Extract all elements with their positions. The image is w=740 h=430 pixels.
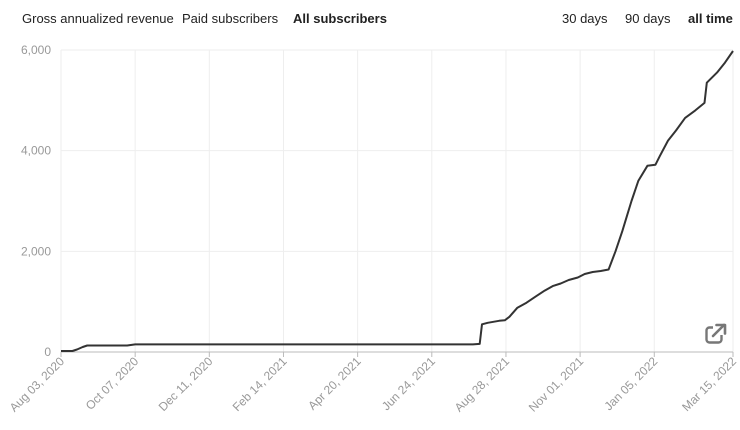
tab-paid-subscribers[interactable]: Paid subscribers: [182, 11, 279, 26]
x-tick-label: Apr 20, 2021: [305, 354, 364, 413]
x-tick-label: Oct 07, 2020: [83, 354, 142, 413]
chart-toolbar: Gross annualized revenue Paid subscriber…: [0, 0, 740, 38]
x-tick-label: Mar 15, 2022: [679, 354, 739, 414]
all-subscribers-line: [61, 50, 734, 352]
x-tick-label: Aug 03, 2020: [7, 354, 68, 415]
y-tick-label: 4,000: [21, 144, 51, 158]
x-axis-ticks: Aug 03, 2020 Oct 07, 2020 Dec 11, 2020 Feb …: [7, 354, 740, 415]
x-tick-label: Feb 14, 2021: [230, 354, 290, 414]
x-tick-label: Nov 01, 2021: [526, 354, 587, 415]
y-axis-ticks: 0 2,000 4,000 6,000: [21, 43, 51, 359]
y-tick-label: 2,000: [21, 244, 51, 258]
x-tick-label: Aug 28, 2021: [452, 354, 513, 415]
chart-axes: [60, 50, 734, 357]
tab-all-subscribers[interactable]: All subscribers: [293, 11, 387, 26]
y-tick-label: 6,000: [21, 43, 51, 57]
x-tick-label: Jan 05, 2022: [601, 354, 660, 413]
y-tick-label: 0: [44, 345, 51, 359]
range-all-time[interactable]: all time: [688, 11, 733, 26]
range-30-days[interactable]: 30 days: [562, 11, 608, 26]
range-90-days[interactable]: 90 days: [625, 11, 671, 26]
x-tick-label: Jun 24, 2021: [379, 354, 438, 413]
tab-gross-annualized-revenue[interactable]: Gross annualized revenue: [22, 11, 174, 26]
series-layer: [61, 50, 734, 352]
external-link-icon[interactable]: [704, 322, 728, 346]
x-tick-label: Dec 11, 2020: [156, 354, 216, 414]
